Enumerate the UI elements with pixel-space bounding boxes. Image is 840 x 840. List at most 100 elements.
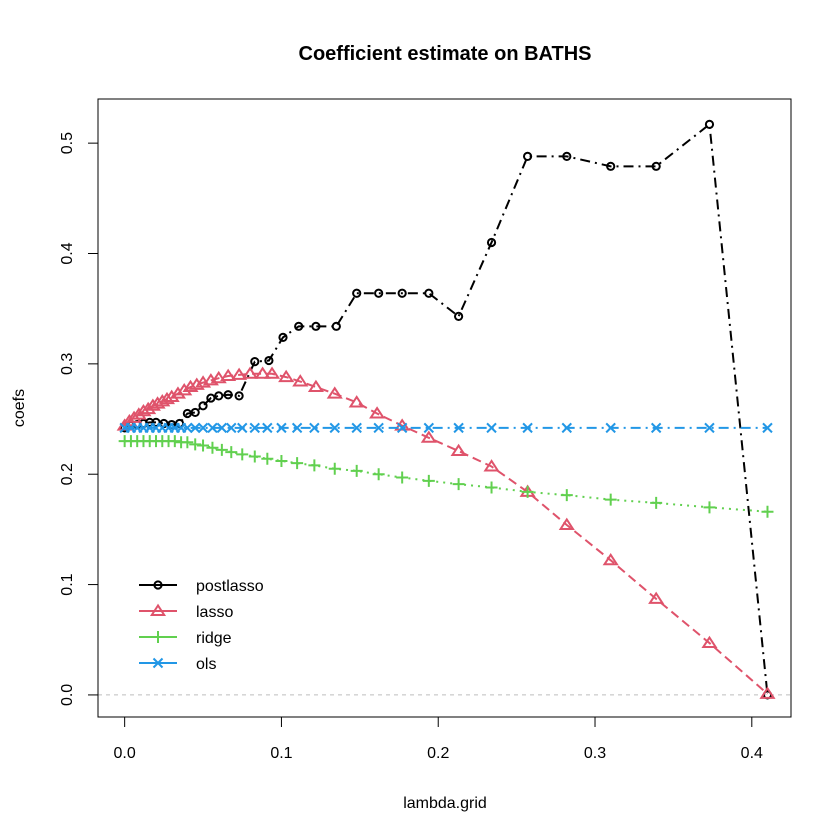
data-point-ridge (261, 452, 274, 465)
data-point-ridge (206, 441, 219, 454)
data-point-ridge (197, 439, 210, 452)
data-point-ridge (308, 459, 321, 472)
data-point-postlasso (223, 390, 233, 400)
data-point-lasso (278, 369, 295, 383)
series-lasso (116, 366, 776, 699)
y-tick-label: 0.5 (59, 132, 76, 154)
data-point-lasso (182, 379, 199, 393)
data-point-ols (226, 422, 237, 434)
data-point-ols (423, 422, 435, 434)
data-point-ridge (372, 468, 385, 481)
x-axis: 0.0 0.1 0.2 0.3 0.4 (114, 716, 763, 762)
data-point-ols (522, 422, 533, 434)
data-point-ols (190, 422, 201, 434)
data-point-postlasso (454, 311, 464, 322)
data-point-ridge (422, 474, 435, 487)
data-point-postlasso (278, 332, 288, 342)
data-point-ols (650, 422, 662, 434)
data-point-lasso (701, 635, 718, 649)
data-point-ridge (761, 505, 774, 518)
series-ols (119, 422, 773, 434)
data-point-ols (197, 422, 209, 434)
data-point-postlasso (294, 321, 304, 331)
data-point-lasso (483, 459, 500, 472)
data-point-lasso (126, 410, 143, 423)
series-ridge (118, 435, 774, 518)
data-point-ols (262, 422, 273, 434)
data-point-ridge (215, 443, 228, 456)
data-point-ridge (452, 478, 465, 491)
data-point-lasso (307, 379, 324, 393)
data-point-ridge (189, 438, 202, 451)
data-point-ridge (604, 493, 617, 506)
legend-marker-ols (152, 657, 164, 669)
data-point-ridge (168, 435, 181, 448)
data-point-postlasso (397, 288, 407, 298)
data-point-lasso (254, 366, 271, 379)
data-point-ols (762, 422, 773, 434)
data-point-postlasso (651, 161, 661, 171)
x-tick-label: 0.2 (427, 745, 449, 762)
x-tick-label: 0.3 (584, 745, 606, 762)
data-point-ridge (181, 436, 194, 449)
x-tick-label: 0.0 (114, 745, 136, 762)
data-point-postlasso (606, 161, 616, 171)
data-point-lasso (326, 386, 343, 399)
data-point-ols (351, 422, 362, 434)
plot-area (98, 119, 791, 700)
legend-label: lasso (196, 604, 233, 621)
series-line-lasso (123, 372, 769, 695)
y-tick-label: 0.3 (59, 353, 76, 375)
data-point-ols (182, 422, 193, 434)
data-point-ols (237, 422, 248, 434)
data-point-postlasso (704, 119, 715, 129)
data-point-ridge (650, 496, 663, 509)
data-point-lasso (242, 366, 259, 379)
legend-label: ols (196, 656, 216, 673)
data-point-postlasso (190, 407, 200, 418)
data-point-ols (605, 422, 616, 434)
data-point-postlasso (214, 391, 224, 401)
legend-item-postlasso: postlasso (139, 578, 264, 595)
data-point-ridge (275, 454, 288, 467)
data-point-lasso (759, 686, 776, 699)
data-point-postlasso (198, 401, 208, 411)
data-point-ols (561, 422, 573, 434)
data-point-lasso (348, 395, 365, 408)
data-point-ridge (396, 471, 409, 484)
data-point-ridge (350, 464, 363, 477)
data-point-postlasso (562, 151, 572, 161)
data-point-ols (249, 422, 260, 434)
x-axis-label: lambda.grid (403, 795, 487, 812)
data-point-ols (453, 422, 464, 434)
data-point-ols (309, 422, 320, 434)
data-point-postlasso (206, 393, 216, 403)
data-point-ols (396, 422, 408, 434)
data-point-lasso (220, 368, 237, 381)
data-point-lasso (210, 370, 227, 384)
y-axis: 0.0 0.1 0.2 0.3 0.4 0.5 (59, 132, 99, 706)
data-point-ridge (236, 448, 249, 461)
data-point-lasso (188, 377, 205, 390)
y-axis-label: coefs (11, 389, 28, 427)
data-point-ridge (248, 450, 261, 463)
data-point-lasso (369, 406, 386, 419)
data-point-postlasso (522, 151, 533, 161)
data-point-lasso (163, 389, 180, 402)
data-point-lasso (420, 430, 437, 443)
data-point-lasso (450, 443, 467, 457)
data-point-ols (329, 422, 340, 434)
y-tick-label: 0.4 (59, 242, 76, 264)
legend-item-ols: ols (139, 656, 216, 673)
y-tick-label: 0.0 (59, 684, 76, 706)
data-point-postlasso (250, 357, 260, 367)
data-point-lasso (602, 552, 619, 566)
data-point-ridge (328, 462, 341, 475)
data-point-ols (207, 422, 218, 434)
data-point-ridge (521, 485, 534, 498)
data-point-postlasso (264, 355, 274, 366)
data-point-postlasso (234, 391, 244, 401)
data-point-ols (373, 422, 384, 434)
legend-marker-ridge (152, 631, 164, 643)
